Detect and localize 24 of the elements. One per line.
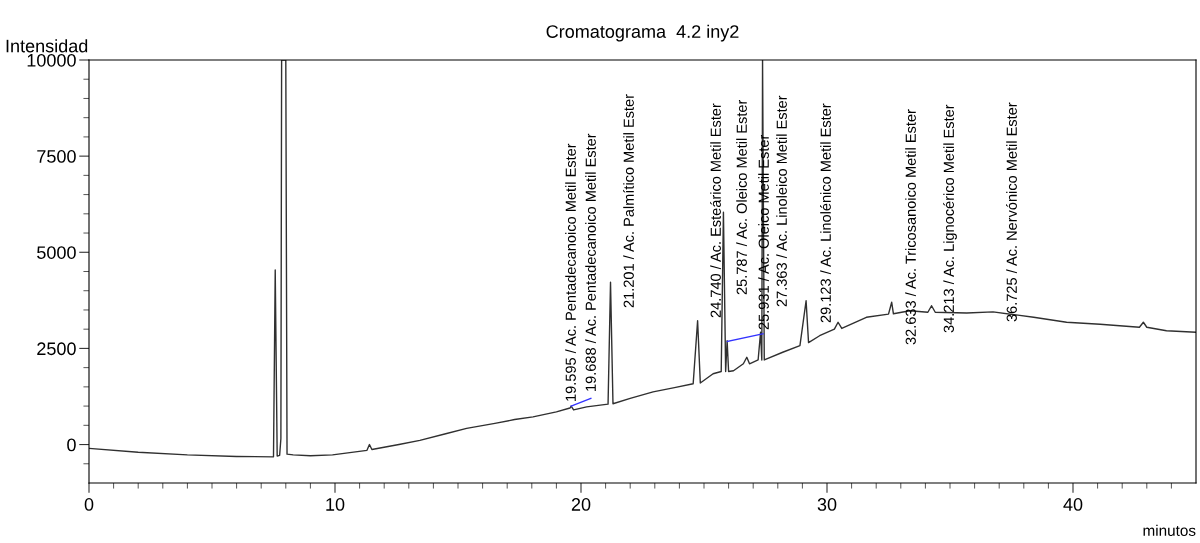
y-axis-title: Intensidad <box>6 39 88 53</box>
x-tick-label: 10 <box>326 498 345 511</box>
annotation: 34.213 / Ac. Lignocérico Metil Ester <box>943 104 957 333</box>
annotation: 32.633 / Ac. Tricosanoico Metil Ester <box>905 109 916 345</box>
annotation: 27.363 / Ac. Linoleico Metil Ester <box>776 95 787 307</box>
y-tick-label: 5000 <box>37 246 76 259</box>
y-tick-label: 2500 <box>37 342 76 356</box>
annotation: 25.931 / Ac. Oleico Metil Ester <box>758 134 769 330</box>
y-tick-label: 7500 <box>37 150 76 163</box>
annotation: 19.595 / Ac. Pentadecanoico Metil Ester <box>565 143 576 401</box>
x-tick-label: 30 <box>817 498 837 511</box>
x-tick-label: 40 <box>1063 498 1083 511</box>
x-tick-label: 0 <box>84 498 94 511</box>
annotation: 29.123 / Ac. Linolénico Metil Ester <box>820 103 831 323</box>
annotation: 25.787 / Ac. Oleico Metil Ester <box>736 99 747 295</box>
y-tick-label: 10000 <box>27 53 76 67</box>
annotation: 24.740 / Ac. Esteárico Metil Ester <box>710 103 721 318</box>
annotation: 21.201 / Ac. Palmítico Metil Ester <box>623 94 634 308</box>
x-tick-label: 20 <box>571 498 591 511</box>
annotation: 19.688 / Ac. Pentadecanoico Metil Ester <box>585 133 596 391</box>
chart-title: Cromatograma 4.2 iny2 <box>546 24 739 42</box>
x-axis-title: minutos <box>1143 524 1196 536</box>
y-tick-label: 0 <box>67 438 76 452</box>
annotation: 36.725 / Ac. Nervónico Metil Ester <box>1006 102 1017 322</box>
